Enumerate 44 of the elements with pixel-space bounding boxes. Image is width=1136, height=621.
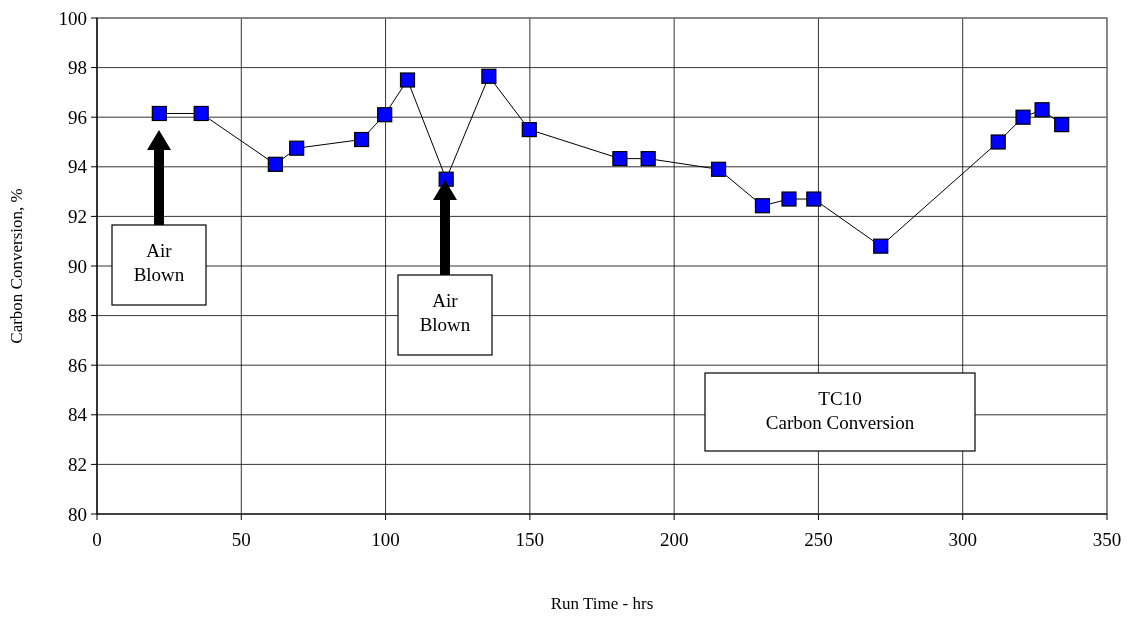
y-tick-label: 94 bbox=[68, 156, 88, 178]
point bbox=[754, 198, 771, 214]
point bbox=[806, 191, 822, 207]
y-tick-label: 92 bbox=[68, 206, 87, 228]
point bbox=[640, 151, 656, 167]
point bbox=[612, 151, 628, 167]
y-tick-label: 82 bbox=[68, 454, 87, 476]
point bbox=[193, 105, 209, 122]
y-tick-label: 100 bbox=[58, 7, 87, 29]
point bbox=[1054, 117, 1070, 133]
y-tick-label: 98 bbox=[68, 57, 87, 79]
point bbox=[1034, 102, 1050, 118]
y-tick-label: 88 bbox=[68, 305, 87, 327]
x-tick-label: 150 bbox=[515, 529, 545, 550]
x-tick-label: 50 bbox=[231, 529, 251, 550]
point bbox=[1015, 109, 1031, 125]
point bbox=[354, 131, 370, 148]
y-tick-label: 80 bbox=[68, 503, 87, 525]
y-tick-label: 84 bbox=[68, 404, 88, 426]
x-axis-title: Run Time - hrs bbox=[550, 594, 654, 613]
point bbox=[399, 72, 416, 88]
point bbox=[990, 134, 1006, 150]
point bbox=[521, 122, 537, 138]
annotation: Air Blown bbox=[133, 240, 185, 285]
point bbox=[377, 107, 393, 123]
annotation: TC10 Carbon Conversion bbox=[765, 388, 915, 433]
y-tick-label: 90 bbox=[68, 255, 87, 277]
point bbox=[873, 238, 889, 254]
y-tick-label: 86 bbox=[68, 354, 87, 376]
x-tick-label: 250 bbox=[804, 529, 833, 550]
y-axis-title: Carbon Conversion, % bbox=[7, 188, 26, 344]
x-tick-label: 200 bbox=[659, 529, 689, 550]
point bbox=[151, 105, 167, 122]
x-tick-label: 0 bbox=[92, 529, 102, 550]
point bbox=[289, 140, 305, 156]
x-tick-label: 300 bbox=[948, 529, 977, 550]
x-tick-label: 100 bbox=[371, 529, 400, 550]
y-tick-label: 96 bbox=[68, 106, 87, 128]
x-tick-label: 350 bbox=[1092, 529, 1122, 550]
point bbox=[481, 68, 497, 84]
annotation: Air Blown bbox=[419, 290, 471, 335]
point bbox=[710, 161, 727, 177]
point bbox=[267, 156, 283, 172]
point bbox=[781, 191, 797, 207]
